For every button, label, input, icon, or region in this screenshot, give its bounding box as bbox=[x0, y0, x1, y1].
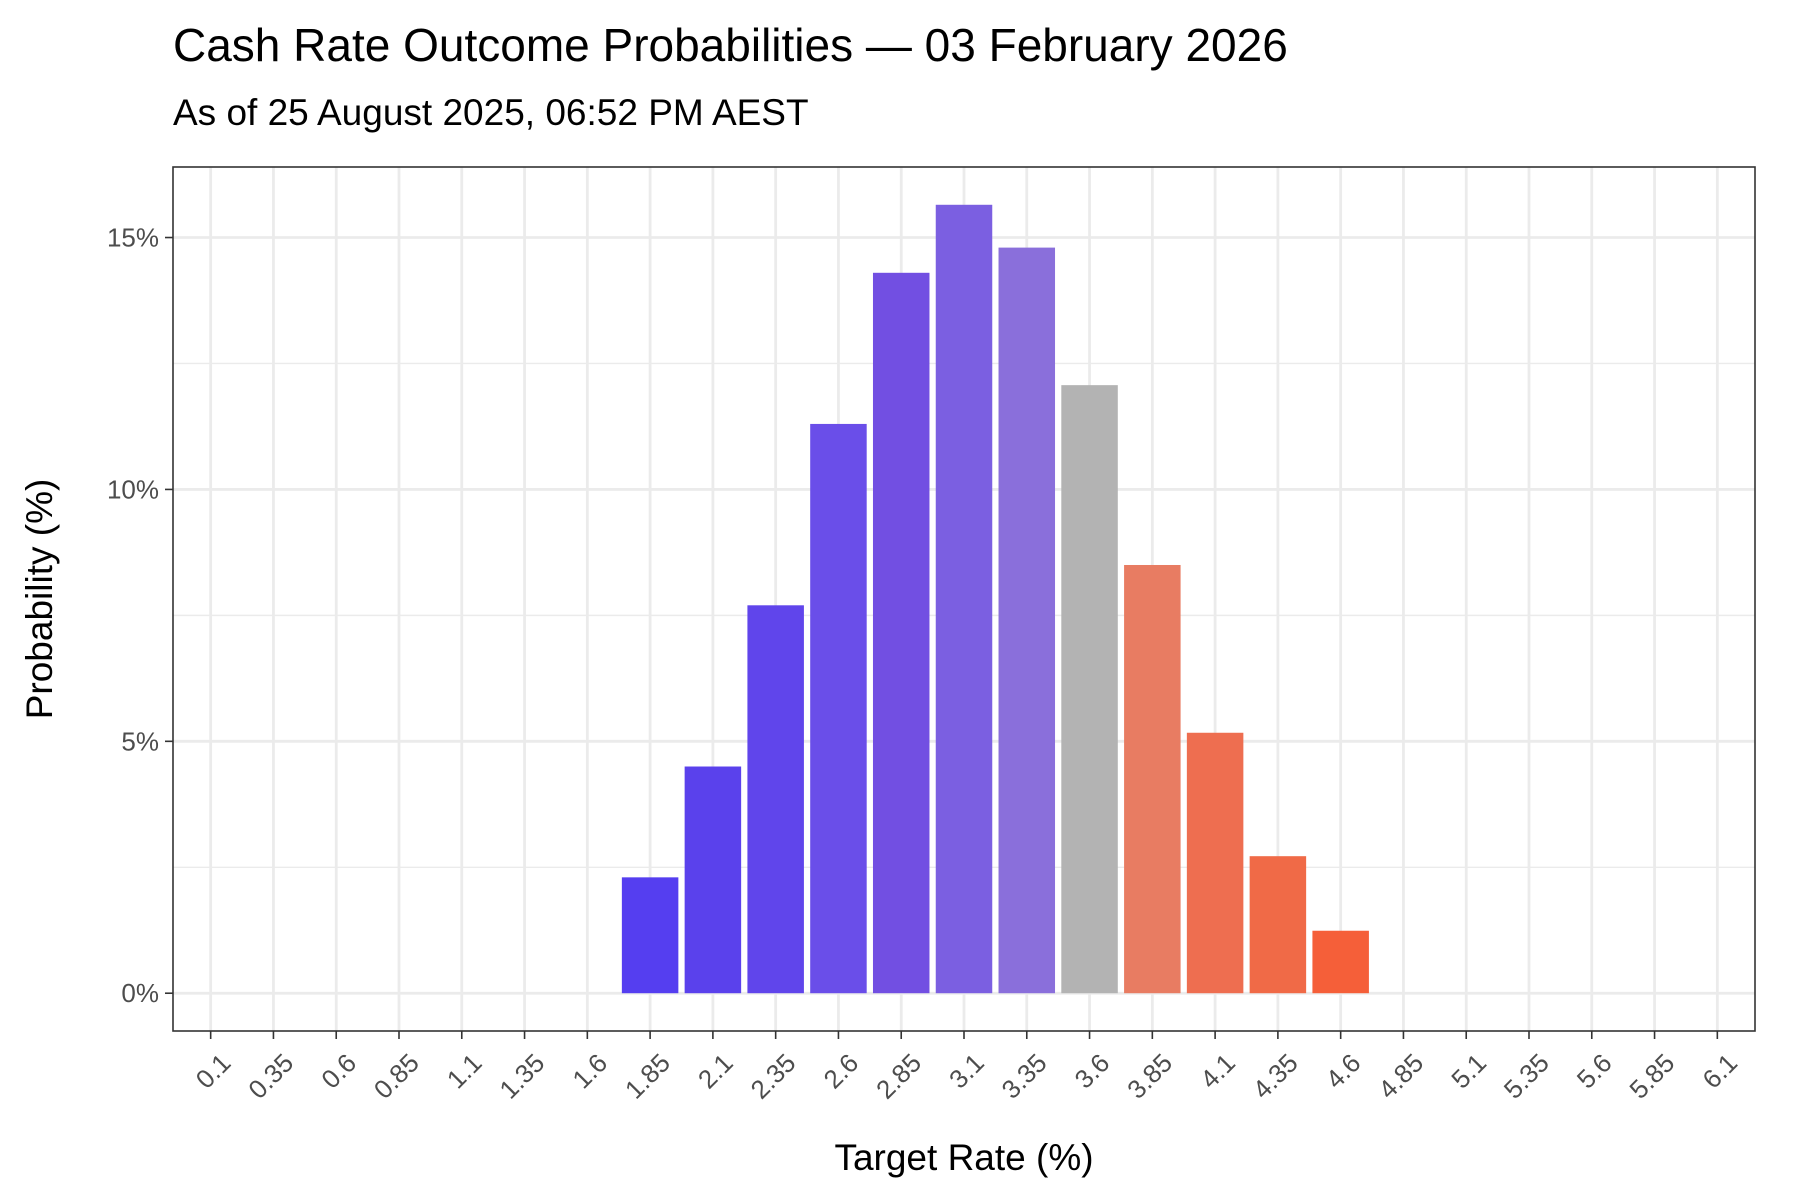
bar-3.85 bbox=[1124, 564, 1181, 994]
chart-subtitle: As of 25 August 2025, 06:52 PM AEST bbox=[173, 92, 809, 133]
bar-4.6 bbox=[1312, 930, 1369, 994]
x-tick-label: 1.1 bbox=[441, 1048, 488, 1095]
y-axis-title: Probability (%) bbox=[19, 479, 60, 720]
x-tick-label: 1.6 bbox=[566, 1048, 613, 1095]
x-tick-label: 5.6 bbox=[1571, 1048, 1618, 1095]
x-tick-label: 3.35 bbox=[996, 1048, 1053, 1105]
x-tick-label: 0.1 bbox=[190, 1048, 237, 1095]
y-tick-label: 0% bbox=[121, 978, 159, 1008]
bar-4.35 bbox=[1249, 856, 1307, 994]
x-tick-label: 0.85 bbox=[368, 1048, 425, 1105]
bar-2.6 bbox=[810, 423, 867, 994]
x-tick-label: 4.85 bbox=[1372, 1048, 1429, 1105]
bar-3.35 bbox=[998, 247, 1056, 994]
x-tick-label: 0.6 bbox=[315, 1048, 362, 1095]
x-tick-label: 2.35 bbox=[744, 1048, 801, 1105]
y-tick-label: 5% bbox=[121, 726, 159, 756]
x-tick-label: 5.1 bbox=[1445, 1048, 1492, 1095]
x-tick-label: 3.6 bbox=[1069, 1048, 1116, 1095]
bar-4.1 bbox=[1186, 732, 1244, 994]
x-tick-label: 3.85 bbox=[1121, 1048, 1178, 1105]
bar-2.35 bbox=[747, 605, 804, 994]
chart-title: Cash Rate Outcome Probabilities — 03 Feb… bbox=[173, 19, 1288, 71]
y-tick-label: 15% bbox=[107, 223, 159, 253]
bar-1.85 bbox=[621, 877, 679, 994]
x-tick-label: 2.1 bbox=[692, 1048, 739, 1095]
x-tick-label: 0.35 bbox=[242, 1048, 299, 1105]
bar-3.1 bbox=[935, 204, 993, 994]
x-axis-title: Target Rate (%) bbox=[834, 1137, 1093, 1178]
x-tick-label: 6.1 bbox=[1696, 1048, 1743, 1095]
x-tick-label: 5.35 bbox=[1498, 1048, 1555, 1105]
x-tick-label: 2.85 bbox=[870, 1048, 927, 1105]
x-tick-label: 4.6 bbox=[1320, 1048, 1367, 1095]
x-tick-label: 4.1 bbox=[1194, 1048, 1241, 1095]
bar-2.1 bbox=[684, 766, 742, 994]
x-tick-label: 1.35 bbox=[493, 1048, 550, 1105]
x-tick-label: 4.35 bbox=[1247, 1048, 1304, 1105]
bar-2.85 bbox=[872, 272, 930, 994]
x-tick-label: 3.1 bbox=[943, 1048, 990, 1095]
x-tick-label: 1.85 bbox=[619, 1048, 676, 1105]
bar-3.6 bbox=[1061, 385, 1118, 994]
x-tick-label: 5.85 bbox=[1623, 1048, 1680, 1105]
bars bbox=[621, 204, 1369, 994]
y-tick-label: 10% bbox=[107, 474, 159, 504]
x-tick-label: 2.6 bbox=[817, 1048, 864, 1095]
